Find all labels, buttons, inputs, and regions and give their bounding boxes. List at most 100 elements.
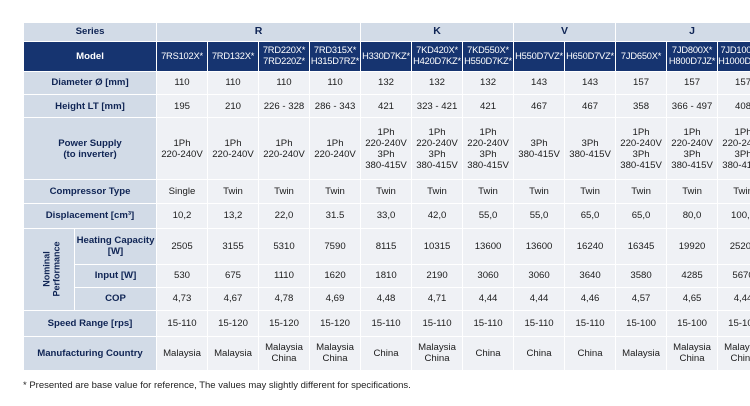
table-cell: Malaysia China bbox=[718, 336, 750, 370]
table-cell: 4,67 bbox=[208, 287, 258, 311]
table-cell: 1Ph 220-240V bbox=[157, 118, 207, 180]
table-cell: Twin bbox=[208, 180, 258, 203]
table-cell: Twin bbox=[616, 180, 667, 203]
table-cell: 467 bbox=[565, 94, 616, 118]
table-cell: 286 - 343 bbox=[310, 94, 361, 118]
series-row: Series R K V J bbox=[24, 23, 750, 41]
table-cell: 210 bbox=[208, 94, 258, 118]
row-label: Heating Capacity [W] bbox=[75, 229, 156, 264]
table-cell: 110 bbox=[259, 71, 309, 94]
table-cell: 2505 bbox=[157, 229, 207, 264]
table-cell: 226 - 328 bbox=[259, 94, 309, 118]
table-cell: 1Ph 220-240V 3Ph 380-415V bbox=[361, 118, 412, 180]
table-cell: 3Ph 380-415V bbox=[565, 118, 616, 180]
table-cell: Malaysia China bbox=[667, 336, 718, 370]
row-label: Speed Range [rps] bbox=[24, 311, 156, 336]
table-cell: Malaysia bbox=[157, 336, 207, 370]
table-cell: 4,57 bbox=[616, 287, 667, 311]
table-cell: 100,0 bbox=[718, 203, 750, 229]
row-label: Height LT [mm] bbox=[24, 94, 156, 118]
series-r: R bbox=[157, 23, 361, 41]
table-cell: 10,2 bbox=[157, 203, 207, 229]
table-cell: 132 bbox=[463, 71, 514, 94]
table-cell: 408 bbox=[718, 94, 750, 118]
model-cell: 7RS102X* bbox=[157, 41, 207, 71]
table-cell: 3060 bbox=[463, 264, 514, 287]
model-cell: 7JD800X* H800D7JZ* bbox=[667, 41, 718, 71]
series-header-label: Series bbox=[24, 23, 156, 41]
table-cell: 1Ph 220-240V 3Ph 380-415V bbox=[718, 118, 750, 180]
table-cell: China bbox=[463, 336, 514, 370]
table-cell: 110 bbox=[208, 71, 258, 94]
table-cell: 467 bbox=[514, 94, 565, 118]
model-cell: 7JD1000X* H1000D7JZ* bbox=[718, 41, 750, 71]
table-cell: 157 bbox=[616, 71, 667, 94]
table-cell: Twin bbox=[361, 180, 412, 203]
table-cell: Twin bbox=[463, 180, 514, 203]
table-cell: 1Ph 220-240V bbox=[259, 118, 309, 180]
footnote: * Presented are base value for reference… bbox=[23, 380, 411, 391]
table-cell: 323 - 421 bbox=[412, 94, 463, 118]
table-row: Manufacturing Country Malaysia Malaysia Mal… bbox=[24, 336, 750, 370]
table-cell: 1810 bbox=[361, 264, 412, 287]
table-cell: 55,0 bbox=[463, 203, 514, 229]
table-cell: 33,0 bbox=[361, 203, 412, 229]
model-cell: 7RD132X* bbox=[208, 41, 258, 71]
table-cell: 10315 bbox=[412, 229, 463, 264]
table-cell: 15-110 bbox=[157, 311, 207, 336]
table-cell: 421 bbox=[463, 94, 514, 118]
table-cell: 15-100 bbox=[616, 311, 667, 336]
table-cell: 4,44 bbox=[514, 287, 565, 311]
table-cell: Twin bbox=[412, 180, 463, 203]
table-cell: 4,69 bbox=[310, 287, 361, 311]
row-label: Manufacturing Country bbox=[24, 336, 156, 370]
table-cell: 5310 bbox=[259, 229, 309, 264]
table-cell: 8115 bbox=[361, 229, 412, 264]
table-cell: Malaysia bbox=[208, 336, 258, 370]
table-cell: 13600 bbox=[514, 229, 565, 264]
table-cell: 1Ph 220-240V 3Ph 380-415V bbox=[463, 118, 514, 180]
table-cell: 3580 bbox=[616, 264, 667, 287]
table-cell: 5670 bbox=[718, 264, 750, 287]
table-cell: 132 bbox=[412, 71, 463, 94]
table-cell: 15-100 bbox=[718, 311, 750, 336]
table-cell: 15-120 bbox=[310, 311, 361, 336]
table-cell: 366 - 497 bbox=[667, 94, 718, 118]
table-cell: 4285 bbox=[667, 264, 718, 287]
table-cell: 4,78 bbox=[259, 287, 309, 311]
table-cell: Malaysia China bbox=[412, 336, 463, 370]
table-cell: 110 bbox=[310, 71, 361, 94]
table-cell: 15-110 bbox=[463, 311, 514, 336]
table-cell: 13600 bbox=[463, 229, 514, 264]
series-v: V bbox=[514, 23, 616, 41]
table-cell: 16240 bbox=[565, 229, 616, 264]
table-row: Speed Range [rps] 15-110 15-120 15-120 15-12… bbox=[24, 311, 750, 336]
row-label: Compressor Type bbox=[24, 180, 156, 203]
table-cell: 65,0 bbox=[616, 203, 667, 229]
compressor-spec-table: Series R K V J Model 7RS102X* 7RD132X* 7RD220X* … bbox=[23, 22, 750, 371]
table-cell: 157 bbox=[667, 71, 718, 94]
table-cell: 157 bbox=[718, 71, 750, 94]
table-cell: 1Ph 220-240V 3Ph 380-415V bbox=[667, 118, 718, 180]
table-cell: 16345 bbox=[616, 229, 667, 264]
table-cell: Twin bbox=[259, 180, 309, 203]
table-row: Compressor Type Single Twin Twin Twin Twin Twi… bbox=[24, 180, 750, 203]
table-cell: 42,0 bbox=[412, 203, 463, 229]
table-body: Series R K V J Model 7RS102X* 7RD132X* 7RD220X* … bbox=[24, 23, 750, 370]
model-header-label: Model bbox=[24, 41, 156, 71]
table-cell: China bbox=[361, 336, 412, 370]
row-label: Displacement [cm³] bbox=[24, 203, 156, 229]
table-cell: 3Ph 380-415V bbox=[514, 118, 565, 180]
table-cell: 2190 bbox=[412, 264, 463, 287]
table-cell: China bbox=[565, 336, 616, 370]
table-cell: 65,0 bbox=[565, 203, 616, 229]
nominal-performance-label: Nominal Performance bbox=[24, 229, 74, 311]
table-cell: Twin bbox=[565, 180, 616, 203]
table-cell: 1110 bbox=[259, 264, 309, 287]
table-cell: 25200 bbox=[718, 229, 750, 264]
model-cell: 7RD315X* H315D7RZ* bbox=[310, 41, 361, 71]
table-row: Input [W] 530 675 1110 1620 1810 2190 3060 3060 3… bbox=[24, 264, 750, 287]
table-row: Diameter Ø [mm] 110 110 110 110 132 132 132 143 1… bbox=[24, 71, 750, 94]
table-row: COP 4,73 4,67 4,78 4,69 4,48 4,71 4,44 4,44 4,46 4… bbox=[24, 287, 750, 311]
